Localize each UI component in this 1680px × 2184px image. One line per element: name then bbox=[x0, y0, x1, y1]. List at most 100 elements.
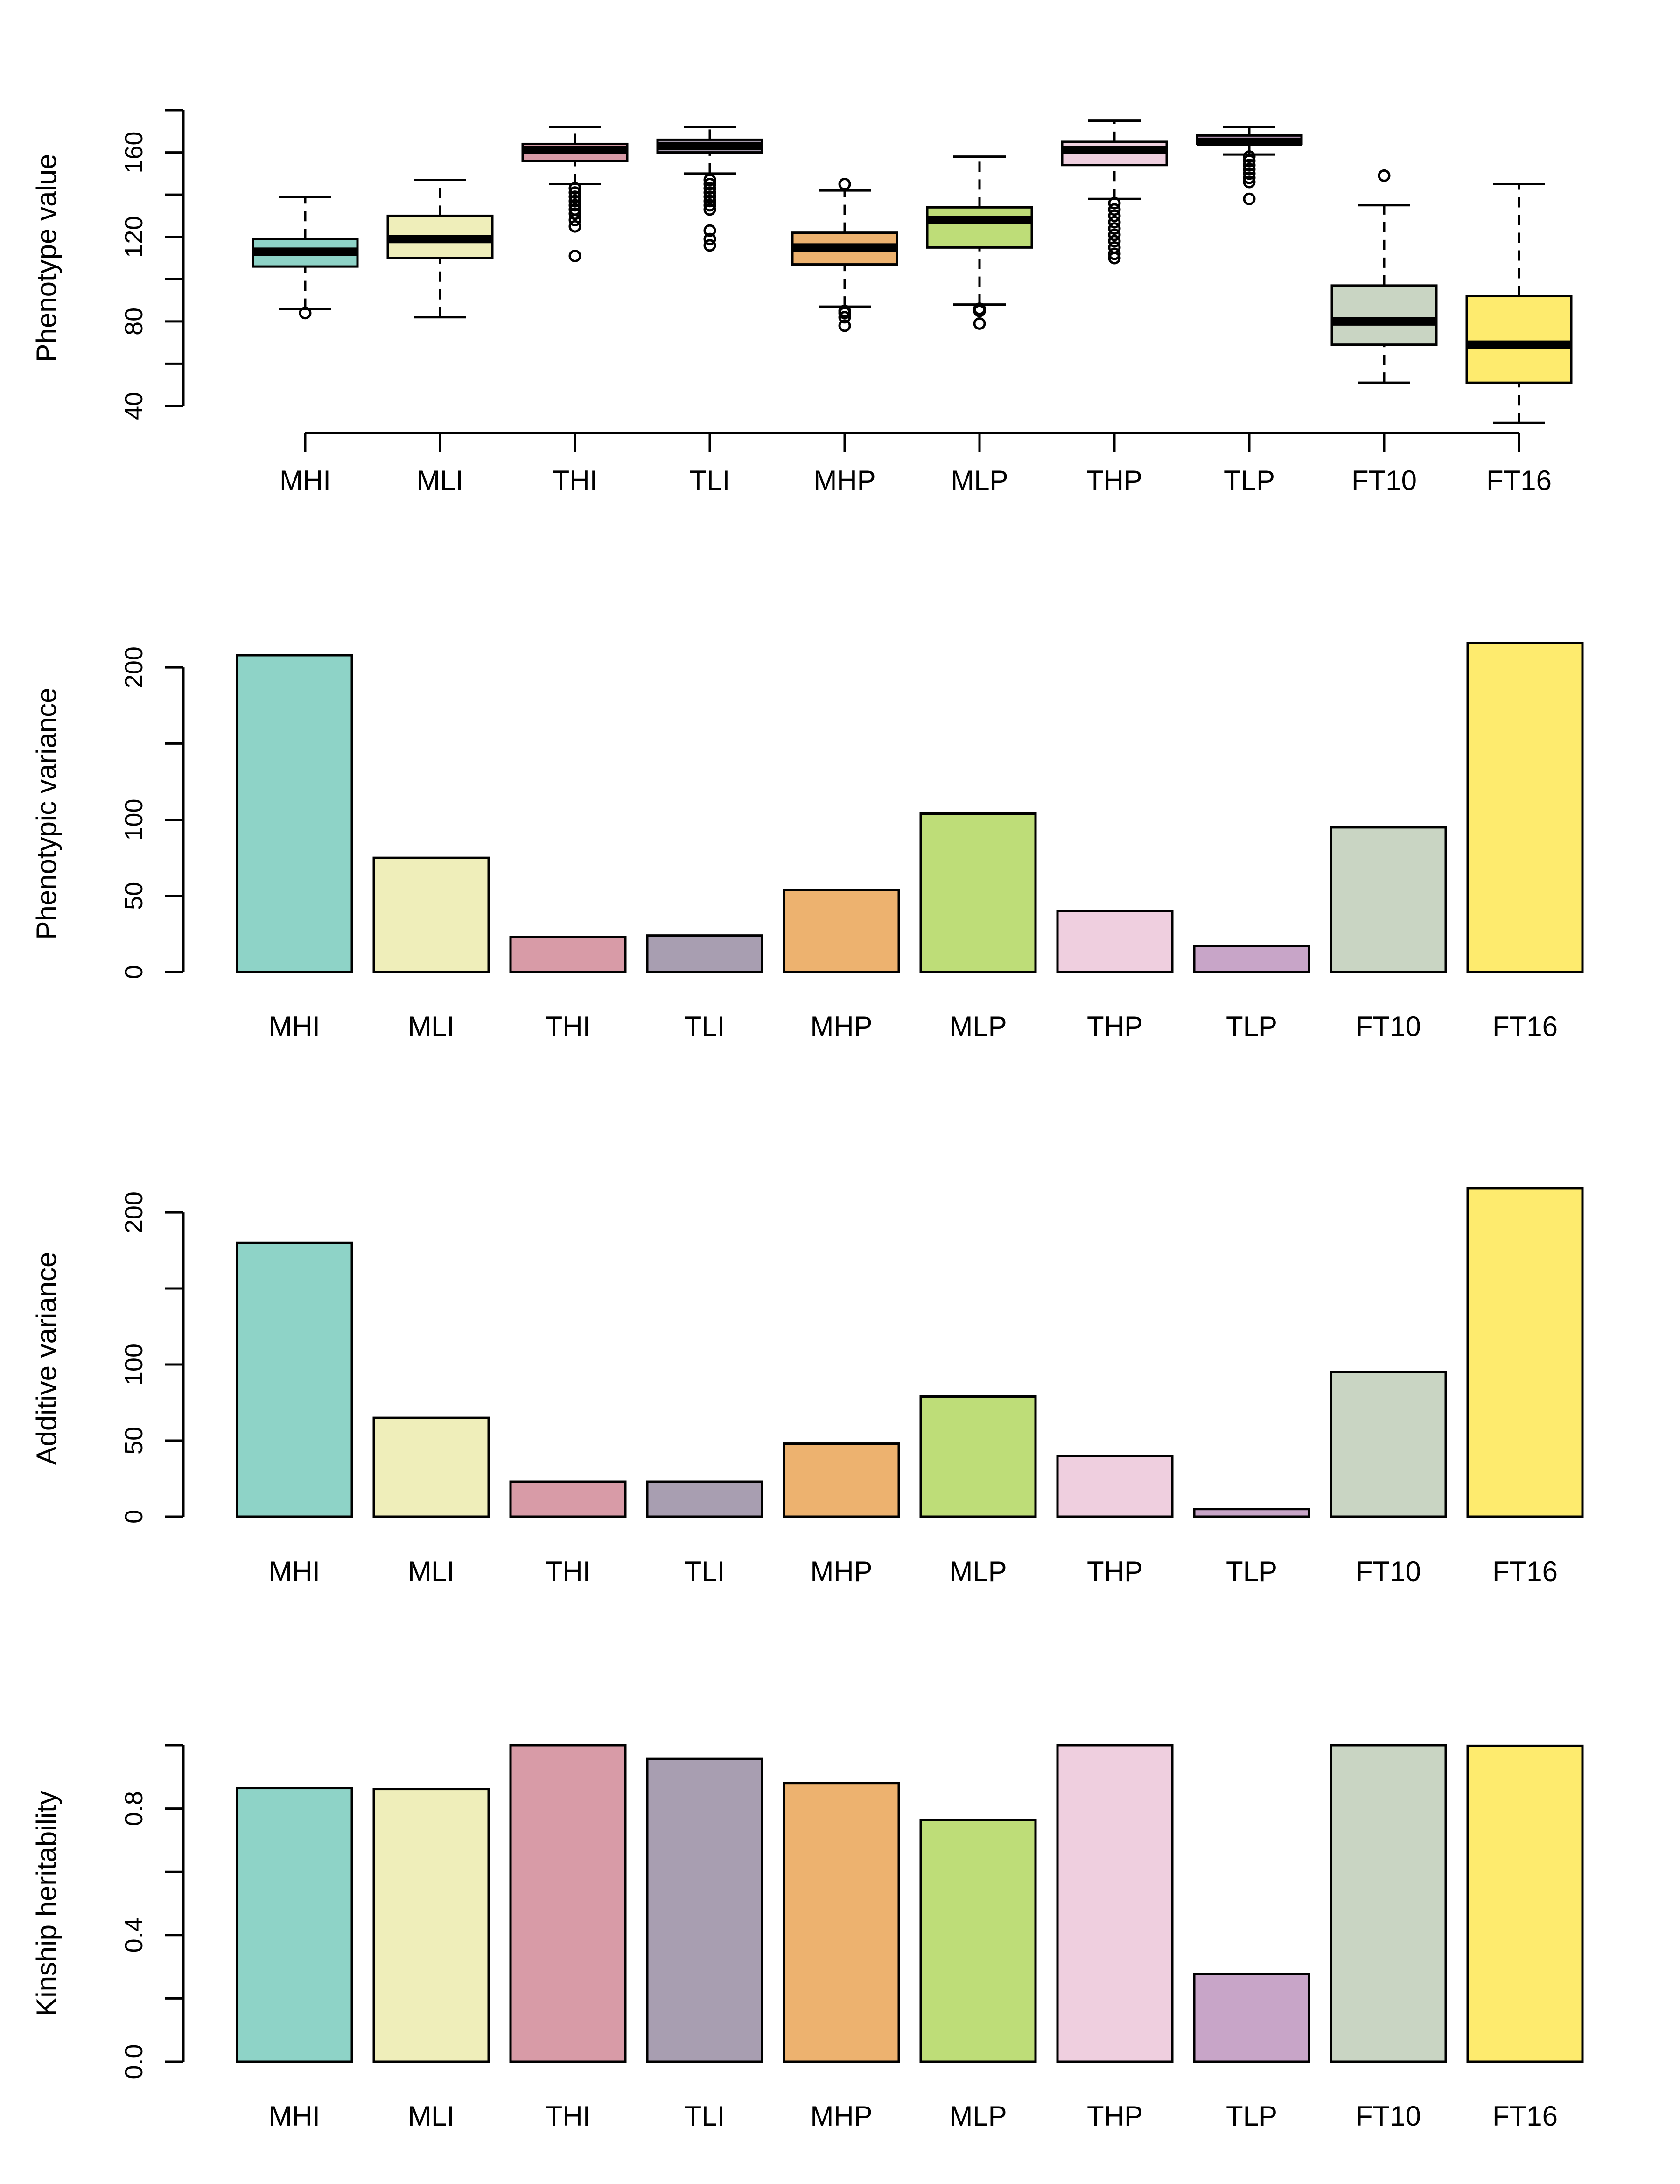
outlier-point bbox=[1108, 203, 1121, 216]
category-label: MLI bbox=[417, 465, 463, 496]
panel-phenotype-boxplot: 40 80 120 160 Phenotype value MHI MLI THI TLI MHP… bbox=[31, 109, 1573, 496]
panel-kinship-heritability: 0.0 0.4 0.8 Kinship heritability MHI MLI THI TL… bbox=[31, 1744, 1584, 2132]
category-label: MHI bbox=[269, 1556, 320, 1587]
category-label: FT16 bbox=[1486, 465, 1552, 496]
category-label: FT10 bbox=[1356, 2100, 1421, 2132]
outlier-point bbox=[703, 232, 716, 245]
y-tick-label: 120 bbox=[120, 216, 148, 258]
category-label: TLP bbox=[1226, 2100, 1277, 2132]
bar-mhi bbox=[236, 1787, 353, 2063]
bar-mlp bbox=[919, 812, 1037, 973]
outlier-point bbox=[703, 190, 716, 203]
outlier-point bbox=[703, 195, 716, 208]
outlier-point bbox=[1108, 235, 1121, 248]
category-label: MHP bbox=[810, 1011, 872, 1042]
y-axis-title: Kinship heritability bbox=[31, 1791, 62, 2016]
outlier-point bbox=[568, 195, 581, 208]
box-thp bbox=[1061, 119, 1168, 265]
iqr-box bbox=[1330, 284, 1438, 346]
bar-thi bbox=[509, 936, 627, 973]
bar-mlp bbox=[919, 1395, 1037, 1518]
bar-ft10 bbox=[1330, 826, 1447, 973]
category-label: MLP bbox=[949, 1011, 1007, 1042]
outlier-point bbox=[1243, 154, 1256, 168]
box-ft10 bbox=[1330, 169, 1438, 384]
box-mhi bbox=[252, 196, 359, 320]
outlier-point bbox=[1243, 192, 1256, 205]
outlier-point bbox=[703, 203, 716, 216]
y-axis: 0 50 100 200 bbox=[120, 1191, 185, 1524]
category-label: TLP bbox=[1226, 1556, 1277, 1587]
category-label: FT10 bbox=[1356, 1556, 1421, 1587]
category-label: MHI bbox=[280, 465, 331, 496]
category-label: MHP bbox=[810, 1556, 872, 1587]
outlier-point bbox=[568, 182, 581, 195]
y-axis-title: Additive variance bbox=[31, 1252, 62, 1465]
y-tick-label: 50 bbox=[120, 882, 148, 910]
outlier-point bbox=[299, 307, 312, 320]
outlier-point bbox=[1243, 167, 1256, 180]
bar-tli bbox=[646, 1480, 763, 1518]
outlier-point bbox=[703, 224, 716, 237]
category-label: MHP bbox=[813, 465, 875, 496]
outlier-point bbox=[838, 304, 851, 317]
bar-thp bbox=[1056, 910, 1174, 973]
outlier-point bbox=[1243, 163, 1256, 176]
category-label: MHI bbox=[269, 2100, 320, 2132]
bar-mhp bbox=[783, 1782, 900, 2063]
y-tick-label: 40 bbox=[120, 392, 148, 420]
outlier-point bbox=[1108, 209, 1121, 222]
y-tick-label: 0 bbox=[120, 965, 148, 979]
y-axis-title: Phenotypic variance bbox=[31, 687, 62, 939]
outlier-point bbox=[703, 173, 716, 186]
y-tick-label: 200 bbox=[120, 646, 148, 688]
category-label: TLI bbox=[685, 1011, 725, 1042]
y-axis: 40 80 120 160 bbox=[120, 109, 185, 420]
bar-ft10 bbox=[1330, 1371, 1447, 1518]
y-tick-label: 50 bbox=[120, 1427, 148, 1455]
category-label: MLP bbox=[951, 465, 1008, 496]
outlier-point bbox=[1243, 171, 1256, 184]
category-label: THI bbox=[546, 1011, 591, 1042]
category-label: FT16 bbox=[1492, 1011, 1558, 1042]
category-label: TLI bbox=[690, 465, 730, 496]
outlier-point bbox=[568, 199, 581, 212]
bar-tlp bbox=[1193, 945, 1310, 973]
outlier-point bbox=[1108, 228, 1121, 241]
y-axis-title: Phenotype value bbox=[31, 154, 62, 362]
outlier-point bbox=[1108, 241, 1121, 254]
iqr-box bbox=[1465, 295, 1573, 384]
outlier-point bbox=[703, 239, 716, 252]
box-thi bbox=[521, 126, 629, 262]
outlier-point bbox=[1378, 169, 1391, 182]
category-label: THP bbox=[1087, 1011, 1143, 1042]
bar-mhi bbox=[236, 1241, 353, 1518]
box-mlp bbox=[926, 155, 1033, 330]
bar-tli bbox=[646, 1757, 763, 2063]
category-label: THP bbox=[1087, 2100, 1143, 2132]
category-label: TLI bbox=[685, 1556, 725, 1587]
outlier-point bbox=[1108, 196, 1121, 210]
bar-ft10 bbox=[1330, 1744, 1447, 2063]
bar-mli bbox=[372, 1416, 490, 1518]
x-axis bbox=[304, 432, 1520, 452]
outlier-point bbox=[973, 317, 986, 330]
outlier-point bbox=[703, 186, 716, 199]
box-ft16 bbox=[1465, 183, 1573, 424]
bar-mlp bbox=[919, 1819, 1037, 2063]
bar-ft16 bbox=[1466, 642, 1584, 973]
outlier-point bbox=[703, 199, 716, 212]
bar-mli bbox=[372, 856, 490, 973]
outlier-point bbox=[568, 190, 581, 203]
outlier-point bbox=[838, 311, 851, 324]
bar-ft16 bbox=[1466, 1187, 1584, 1518]
y-tick-label: 0 bbox=[120, 1510, 148, 1524]
bar-thi bbox=[509, 1480, 627, 1518]
box-mhp bbox=[791, 178, 898, 332]
category-label: MLI bbox=[408, 2100, 455, 2132]
y-tick-label: 160 bbox=[120, 132, 148, 174]
bar-mhi bbox=[236, 654, 353, 973]
bar-thp bbox=[1056, 1744, 1174, 2063]
category-label: TLP bbox=[1226, 1011, 1277, 1042]
